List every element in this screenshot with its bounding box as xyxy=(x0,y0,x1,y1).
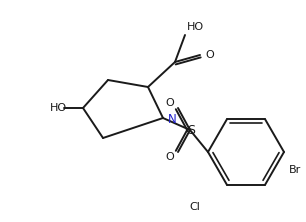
Text: Cl: Cl xyxy=(189,202,200,212)
Text: N: N xyxy=(168,113,177,127)
Text: O: O xyxy=(166,152,174,162)
Text: Br: Br xyxy=(289,165,301,175)
Text: S: S xyxy=(187,123,195,137)
Text: O: O xyxy=(205,50,214,60)
Text: HO: HO xyxy=(187,22,204,32)
Text: O: O xyxy=(166,98,174,108)
Text: HO: HO xyxy=(50,103,67,113)
